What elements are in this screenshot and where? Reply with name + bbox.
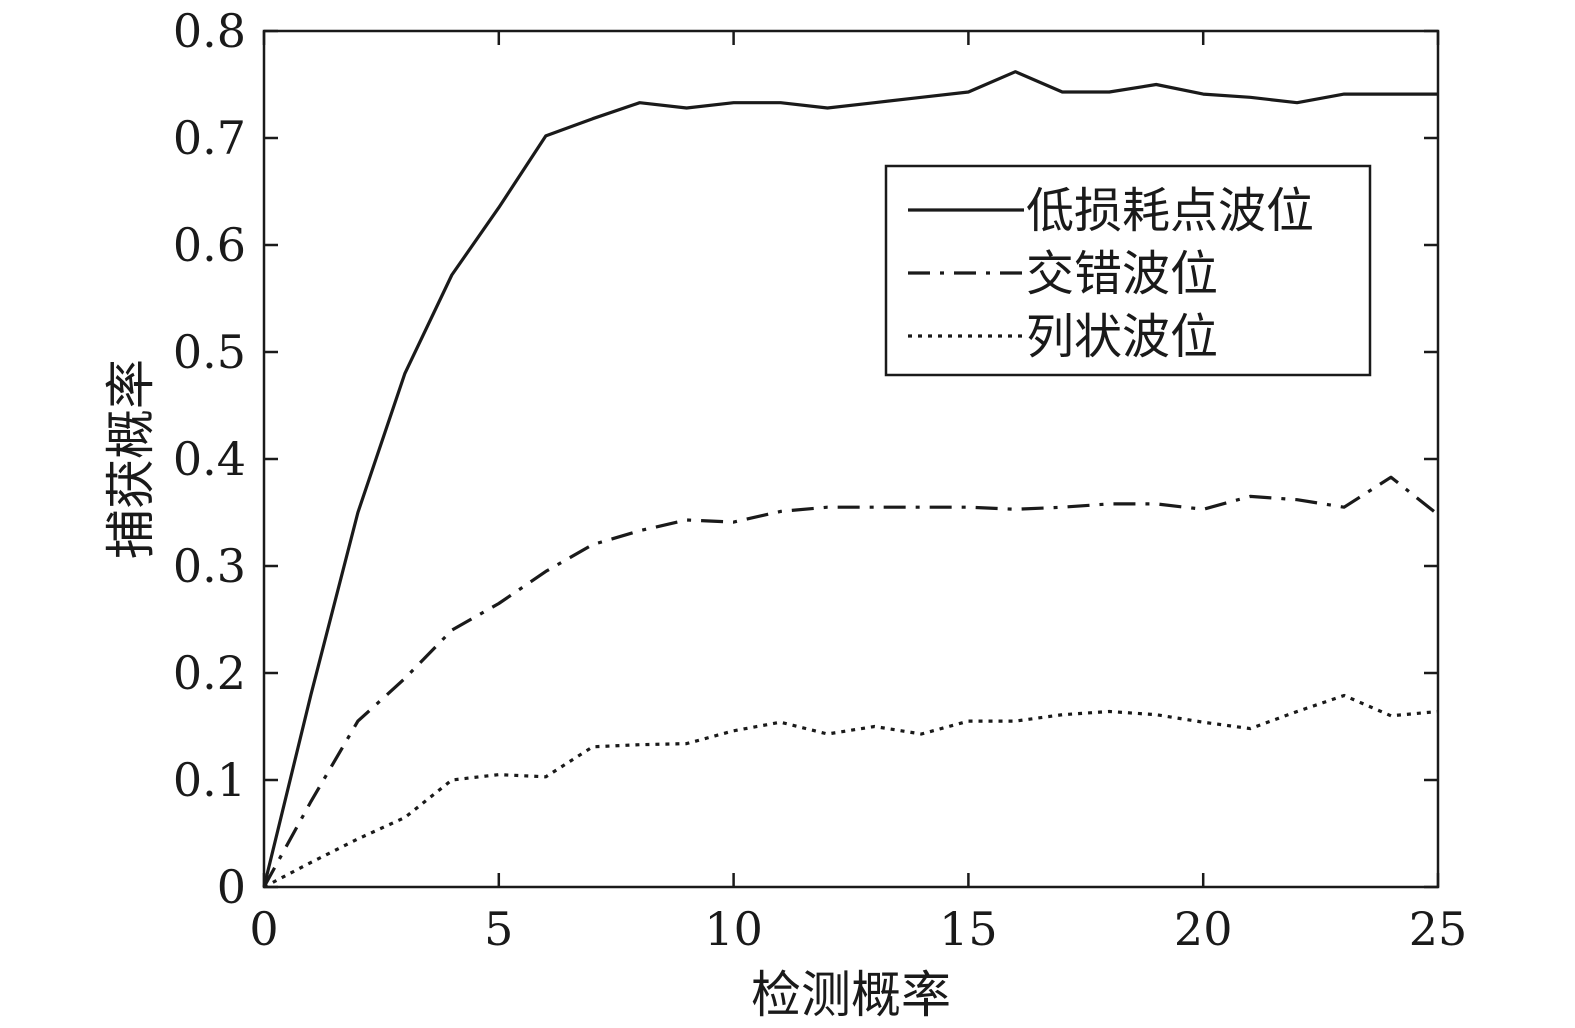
x-tick-label: 0 bbox=[249, 902, 278, 956]
y-tick-label: 0.3 bbox=[173, 539, 246, 593]
ticks-layer: 0 5 10 15 20 25 0 0.1 0.2 0.3 0.4 0.5 0.6 0.7 0.8 bbox=[173, 4, 1467, 956]
x-tick-label: 15 bbox=[939, 902, 998, 956]
y-tick-label: 0 bbox=[217, 860, 246, 914]
y-tick-label: 0.1 bbox=[173, 753, 246, 807]
x-tick-label: 25 bbox=[1409, 902, 1468, 956]
y-tick-label: 0.4 bbox=[173, 432, 246, 486]
x-tick-label: 5 bbox=[484, 902, 513, 956]
y-tick-label: 0.8 bbox=[173, 4, 246, 58]
legend-label-1: 低损耗点波位 bbox=[1026, 183, 1314, 239]
legend-label-2: 交错波位 bbox=[1026, 246, 1218, 302]
y-tick-label: 0.7 bbox=[173, 111, 246, 165]
y-tick-label: 0.2 bbox=[173, 646, 246, 700]
x-tick-label: 10 bbox=[704, 902, 763, 956]
x-axis-title: 检测概率 bbox=[751, 966, 951, 1024]
legend-box bbox=[884, 164, 1372, 377]
y-axis-title: 捕获概率 bbox=[102, 359, 160, 559]
series-line-2 bbox=[262, 475, 1439, 888]
y-tick-label: 0.6 bbox=[173, 218, 246, 272]
y-tick-label: 0.5 bbox=[173, 325, 246, 379]
series-line-1 bbox=[262, 70, 1438, 888]
series-line-3 bbox=[263, 693, 1439, 889]
plot-frame bbox=[262, 29, 1440, 889]
x-tick-label: 20 bbox=[1174, 902, 1233, 956]
legend-label-3: 列状波位 bbox=[1026, 309, 1218, 365]
series-layer bbox=[262, 70, 1439, 889]
